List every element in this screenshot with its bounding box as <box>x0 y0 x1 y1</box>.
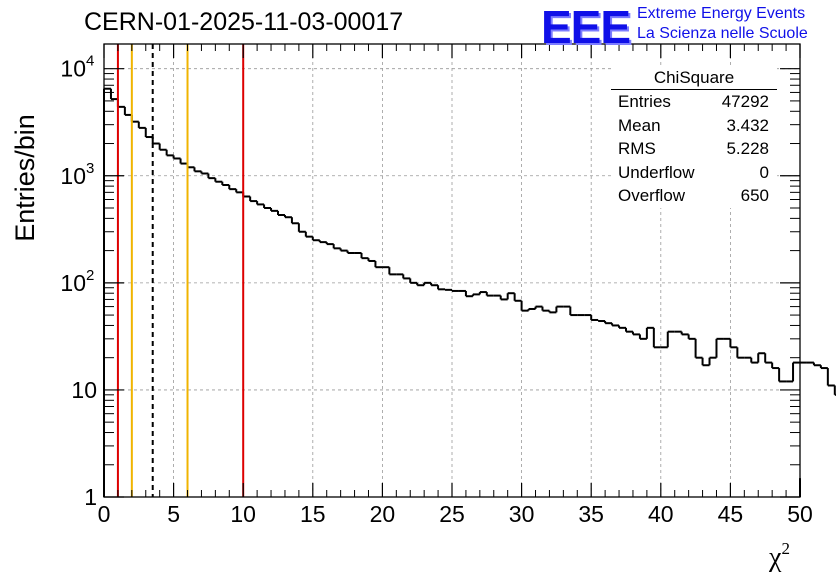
stats-label: Mean <box>618 115 661 135</box>
stats-value: 3.432 <box>726 115 769 135</box>
y-tick-exponent: 3 <box>86 160 94 177</box>
stats-row-overflow: Overflow 650 <box>611 184 777 208</box>
x-tick-label: 10 <box>230 501 256 527</box>
stats-label: RMS <box>618 139 656 158</box>
eee-logo: EEE <box>541 1 631 53</box>
y-tick-label: 10 <box>60 163 86 189</box>
stats-row-mean: Mean 3.432 <box>611 114 777 138</box>
y-tick-exponent: 2 <box>86 267 94 284</box>
x-tick-label: 5 <box>167 501 180 527</box>
x-tick-label: 45 <box>718 501 744 527</box>
x-tick-label: 15 <box>300 501 326 527</box>
x-tick-label: 35 <box>578 501 604 527</box>
cut-lines <box>116 44 245 497</box>
stats-row-rms: RMS 5.228 <box>611 137 777 161</box>
x-tick-label: 0 <box>98 501 111 527</box>
x-tick-label: 20 <box>370 501 396 527</box>
stats-label: Entries <box>618 92 671 111</box>
run-title: CERN-01-2025-11-03-00017 <box>84 8 404 36</box>
y-tick-label: 10 <box>60 56 86 82</box>
stats-value: 0 <box>759 162 769 182</box>
stats-label: Overflow <box>618 186 686 205</box>
y-tick-label: 1 <box>84 484 97 510</box>
stats-box: ChiSquare Entries 47292 Mean 3.432 RMS 5… <box>611 67 777 208</box>
x-tick-label: 25 <box>439 501 465 527</box>
y-axis-label: Entries/bin <box>10 114 40 242</box>
stats-value: 5.228 <box>726 139 769 158</box>
stats-value: 47292 <box>721 92 769 111</box>
axis-ticks <box>103 44 801 498</box>
stats-label: Underflow <box>618 162 695 182</box>
y-tick-exponent: 4 <box>86 53 94 70</box>
histogram-series <box>103 87 836 497</box>
stats-title: ChiSquare <box>611 67 777 90</box>
logo-line-1: Extreme Energy Events <box>637 5 806 22</box>
x-axis-label: χ2 <box>768 539 790 572</box>
x-tick-label: 50 <box>787 501 813 527</box>
stats-row-underflow: Underflow 0 <box>611 161 777 185</box>
logo-line-2: La Scienza nelle Scuole <box>637 25 808 42</box>
x-tick-label: 30 <box>509 501 535 527</box>
x-tick-label: 40 <box>648 501 674 527</box>
grid-lines <box>104 44 800 497</box>
stats-row-entries: Entries 47292 <box>611 90 777 114</box>
y-tick-label: 10 <box>60 270 86 296</box>
y-tick-label: 10 <box>71 377 97 403</box>
stats-value: 650 <box>740 186 769 205</box>
